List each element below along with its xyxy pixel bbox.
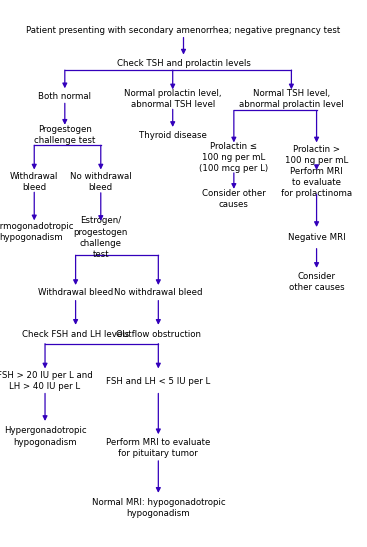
Text: Normal MRI: hypogonadotropic
hypogonadism: Normal MRI: hypogonadotropic hypogonadis… bbox=[91, 498, 225, 519]
Text: Hypergonadotropic
hypogonadism: Hypergonadotropic hypogonadism bbox=[4, 427, 86, 446]
Text: Consider
other causes: Consider other causes bbox=[289, 272, 344, 292]
Text: Both normal: Both normal bbox=[38, 92, 91, 101]
Text: Normal TSH level,
abnormal prolactin level: Normal TSH level, abnormal prolactin lev… bbox=[239, 89, 344, 109]
Text: Normogonadotropic
hypogonadism: Normogonadotropic hypogonadism bbox=[0, 222, 73, 242]
Text: Negative MRI: Negative MRI bbox=[288, 233, 345, 242]
Text: Consider other
causes: Consider other causes bbox=[202, 189, 266, 209]
Text: Normal prolactin level,
abnormal TSH level: Normal prolactin level, abnormal TSH lev… bbox=[124, 89, 221, 109]
Text: Estrogen/
progestogen
challenge
test: Estrogen/ progestogen challenge test bbox=[74, 217, 128, 259]
Text: Check FSH and LH levels: Check FSH and LH levels bbox=[22, 330, 129, 339]
Text: FSH > 20 IU per L and
LH > 40 IU per L: FSH > 20 IU per L and LH > 40 IU per L bbox=[0, 371, 93, 391]
Text: Withdrawal bleed: Withdrawal bleed bbox=[38, 288, 113, 298]
Text: No withdrawal bleed: No withdrawal bleed bbox=[114, 288, 203, 298]
Text: Withdrawal
bleed: Withdrawal bleed bbox=[10, 172, 58, 193]
Text: Perform MRI to evaluate
for pituitary tumor: Perform MRI to evaluate for pituitary tu… bbox=[106, 438, 211, 458]
Text: Thyroid disease: Thyroid disease bbox=[139, 131, 207, 140]
Text: Perform MRI
to evaluate
for prolactinoma: Perform MRI to evaluate for prolactinoma bbox=[281, 167, 352, 198]
Text: No withdrawal
bleed: No withdrawal bleed bbox=[70, 172, 132, 193]
Text: Prolactin ≤
100 ng per mL
(100 mcg per L): Prolactin ≤ 100 ng per mL (100 mcg per L… bbox=[199, 142, 268, 173]
Text: Progestogen
challenge test: Progestogen challenge test bbox=[34, 125, 95, 146]
Text: Outflow obstruction: Outflow obstruction bbox=[116, 330, 201, 339]
Text: Patient presenting with secondary amenorrhea; negative pregnancy test: Patient presenting with secondary amenor… bbox=[26, 26, 341, 35]
Text: Prolactin >
100 ng per mL: Prolactin > 100 ng per mL bbox=[285, 144, 348, 165]
Text: Check TSH and prolactin levels: Check TSH and prolactin levels bbox=[117, 59, 250, 68]
Text: FSH and LH < 5 IU per L: FSH and LH < 5 IU per L bbox=[106, 377, 210, 386]
